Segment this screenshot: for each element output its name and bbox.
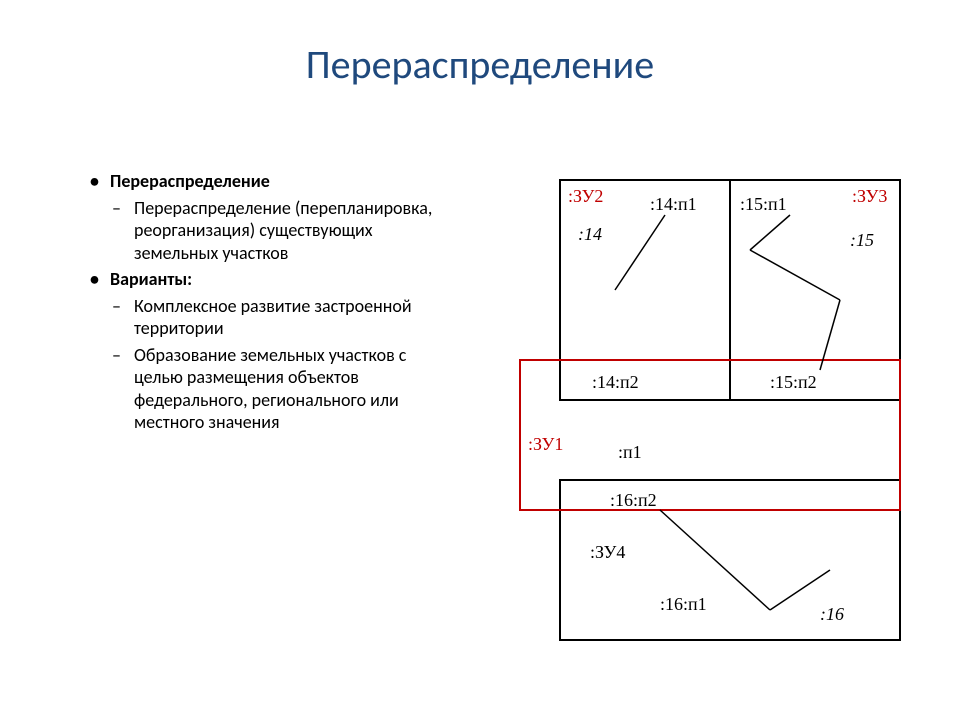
diagram-label: :ЗУ4 <box>590 542 625 562</box>
diagram-label: :15:п1 <box>740 194 787 214</box>
parcel-box-new <box>520 360 900 510</box>
bullet-level2: Образование земельных участков с целью р… <box>90 344 450 434</box>
diagram-label: :15:п2 <box>770 372 817 392</box>
diagram-label-italic: :16 <box>820 604 844 624</box>
diagram-label-red: :ЗУ2 <box>568 186 603 206</box>
bullet-level1: Варианты: <box>90 268 450 291</box>
slide: Перераспределение Перераспределение Пере… <box>0 0 960 720</box>
connector-line <box>750 215 790 250</box>
diagram-container: :ЗУ2 :ЗУ3 :ЗУ1 :14:п1 :15:п1 :14:п2 :15:п2 :п1:… <box>500 170 920 660</box>
connector-line <box>750 250 840 300</box>
bullet-level2: Комплексное развитие застроенной террито… <box>90 295 450 340</box>
parcel-box <box>560 180 730 400</box>
bullet-level2: Перераспределение (перепланировка, реорг… <box>90 197 450 265</box>
diagram-label-italic: :14 <box>578 224 602 244</box>
bullet-list: Перераспределение Перераспределение (пер… <box>90 170 450 438</box>
diagram-svg: :ЗУ2 :ЗУ3 :ЗУ1 :14:п1 :15:п1 :14:п2 :15:п2 :п1:… <box>500 170 920 660</box>
diagram-label: :14:п1 <box>650 194 697 214</box>
slide-title: Перераспределение <box>0 40 960 89</box>
diagram-label-red: :ЗУ1 <box>528 434 563 454</box>
diagram-label: :16:п1 <box>660 594 707 614</box>
diagram-label: :16:п2 <box>610 490 657 510</box>
bullet-level1: Перераспределение <box>90 170 450 193</box>
diagram-label-red: :ЗУ3 <box>852 186 887 206</box>
diagram-label: :п1 <box>618 442 642 462</box>
diagram-label-italic: :15 <box>850 230 874 250</box>
diagram-label: :14:п2 <box>592 372 639 392</box>
connector-line <box>615 215 665 290</box>
